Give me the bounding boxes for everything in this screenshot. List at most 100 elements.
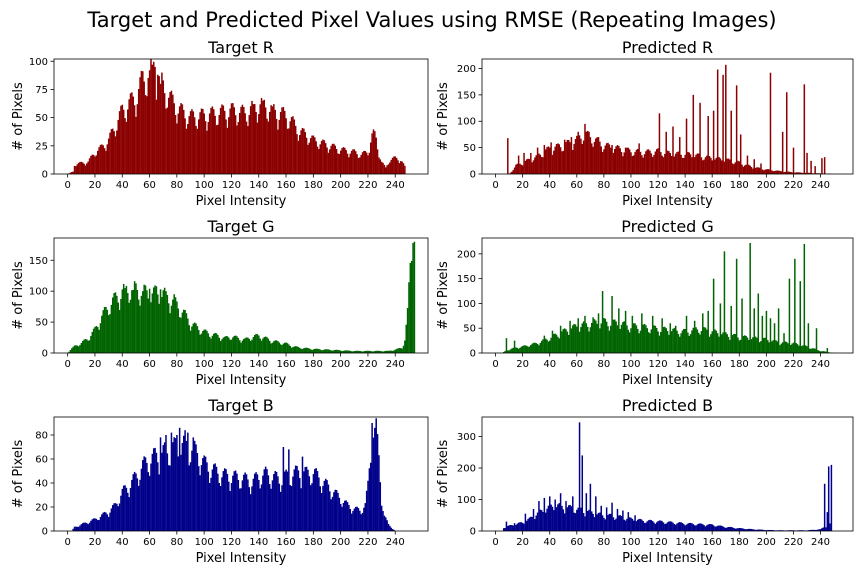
histogram-bar	[217, 124, 219, 174]
histogram-bar	[90, 520, 92, 531]
histogram-bar	[729, 526, 731, 531]
histogram-bar	[615, 518, 617, 531]
histogram-bar	[387, 350, 390, 353]
histogram-bar	[128, 497, 130, 531]
histogram-bar	[77, 346, 80, 353]
histogram-bar	[539, 342, 542, 353]
histogram-bar	[526, 345, 528, 353]
histogram-bar	[689, 154, 692, 174]
histogram-bar	[547, 505, 550, 531]
histogram-bar	[382, 511, 384, 531]
histogram-bar	[122, 109, 125, 174]
histogram-bar	[208, 336, 211, 353]
x-tick-label: 40	[543, 180, 556, 191]
histogram-bar	[337, 492, 339, 531]
y-tick-label: 0	[470, 170, 476, 181]
histogram-bar	[551, 506, 554, 531]
histogram-bar	[623, 519, 625, 531]
histogram-bar	[266, 337, 268, 353]
histogram-bar	[634, 323, 636, 353]
histogram-bar	[558, 503, 560, 531]
histogram-bar	[348, 157, 350, 174]
histogram-bar	[157, 462, 159, 531]
histogram-bar	[619, 328, 621, 353]
histogram-bar	[639, 330, 642, 353]
histogram-bar	[540, 340, 543, 353]
histogram-bar	[645, 522, 647, 531]
histogram-bar	[275, 118, 278, 174]
x-tick-label: 100	[195, 359, 214, 370]
histogram-bar	[727, 336, 730, 353]
x-tick-label: 160	[703, 180, 722, 191]
histogram-bar	[808, 172, 811, 174]
histogram-bar	[72, 528, 74, 531]
histogram-bar	[771, 341, 773, 353]
histogram-bar	[655, 522, 658, 531]
histogram-bar	[127, 109, 129, 174]
histogram-bar	[262, 475, 264, 531]
histogram-bar	[113, 131, 115, 174]
histogram-bar	[350, 150, 353, 174]
histogram-bar	[267, 475, 270, 531]
histogram-bar	[626, 518, 628, 531]
histogram-bar	[760, 341, 762, 353]
histogram-bar	[118, 111, 121, 174]
histogram-bar	[378, 157, 380, 174]
histogram-bar	[76, 164, 79, 174]
histogram-bar	[624, 147, 627, 174]
histogram-bar	[711, 524, 714, 531]
histogram-bar	[376, 149, 379, 174]
histogram-bar	[144, 285, 147, 353]
histogram-bar	[203, 113, 205, 174]
histogram-bar	[364, 503, 367, 531]
histogram-bar	[215, 125, 218, 174]
histogram-bar	[609, 513, 612, 531]
histogram-bar	[360, 351, 362, 353]
histogram-bar	[211, 469, 214, 531]
histogram-bar	[315, 468, 317, 531]
histogram-bar	[697, 153, 700, 174]
histogram-bar	[543, 335, 546, 353]
histogram-bar	[135, 283, 137, 353]
histogram-bar	[103, 307, 106, 353]
histogram-bar	[662, 157, 665, 174]
histogram-bar	[167, 97, 170, 174]
histogram-bar	[228, 117, 230, 174]
histogram-bar	[777, 308, 780, 353]
histogram-bar	[807, 172, 810, 174]
histogram-bar	[517, 155, 520, 174]
histogram-bar	[607, 514, 609, 531]
histogram-bar	[791, 343, 793, 353]
histogram-bar	[290, 486, 293, 531]
histogram-bar	[703, 327, 705, 353]
histogram-bar	[165, 291, 167, 353]
x-tick-label: 140	[249, 359, 268, 370]
histogram-bar	[542, 157, 544, 174]
histogram-bar	[578, 135, 581, 174]
histogram-bar	[781, 342, 784, 353]
histogram-bar	[226, 127, 229, 174]
histogram-bar	[555, 507, 558, 531]
histogram-bar	[635, 521, 638, 531]
histogram-bar	[361, 512, 364, 531]
histogram-bar	[718, 336, 720, 353]
histogram-bar	[557, 504, 559, 531]
histogram-bar	[207, 333, 210, 353]
histogram-bar	[198, 330, 200, 353]
histogram-bar	[746, 337, 749, 353]
histogram-bar	[198, 119, 200, 174]
histogram-bar	[284, 471, 286, 531]
histogram-bar	[303, 128, 305, 174]
histogram-bar	[245, 337, 248, 353]
histogram-bar	[611, 296, 613, 353]
histogram-bar	[131, 290, 133, 353]
histogram-bar	[570, 506, 573, 531]
y-tick-label: 50	[463, 143, 476, 154]
histogram-bar	[662, 326, 665, 353]
histogram-bar	[618, 515, 620, 531]
histogram-bar	[236, 473, 238, 531]
histogram-bar	[699, 334, 701, 353]
histogram-bar	[607, 142, 609, 174]
histogram-bar	[83, 163, 85, 174]
histogram-bar	[223, 468, 226, 531]
